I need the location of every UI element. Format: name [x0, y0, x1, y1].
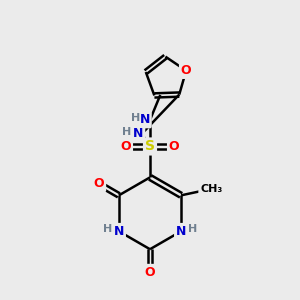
Text: O: O [181, 64, 191, 77]
Text: H: H [103, 224, 112, 234]
Text: H: H [131, 113, 140, 124]
Text: O: O [94, 177, 104, 190]
Text: H: H [188, 224, 197, 234]
Text: O: O [121, 140, 131, 153]
Text: N: N [176, 225, 186, 238]
Text: S: S [145, 140, 155, 154]
Text: N: N [140, 113, 150, 127]
Text: O: O [169, 140, 179, 153]
Text: CH₃: CH₃ [200, 184, 222, 194]
Text: H: H [122, 127, 132, 137]
Text: O: O [145, 266, 155, 279]
Text: N: N [133, 127, 143, 140]
Text: N: N [114, 225, 124, 238]
